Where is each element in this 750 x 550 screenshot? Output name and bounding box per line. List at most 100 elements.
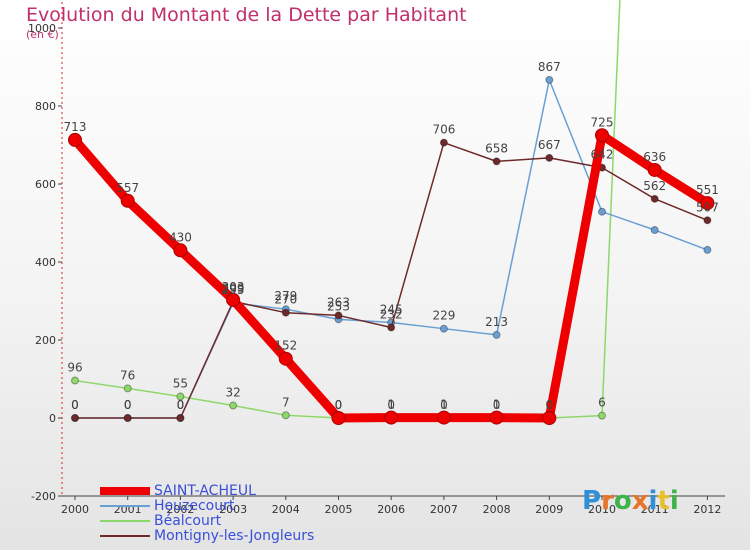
- series-line-2: [74, 0, 621, 419]
- data-label: 557: [116, 181, 139, 195]
- series-point: [650, 194, 659, 203]
- data-label: 229: [432, 309, 455, 323]
- x-tick-label: 2005: [325, 503, 353, 516]
- series-point: [176, 392, 185, 401]
- series-point: [436, 410, 451, 425]
- data-label: 713: [64, 120, 87, 134]
- y-tick-label: 800: [35, 100, 56, 113]
- legend-swatch: [100, 505, 150, 507]
- data-label: 706: [432, 123, 455, 137]
- data-label: 867: [538, 60, 561, 74]
- series-line-1: [74, 79, 709, 419]
- data-label: 303: [222, 280, 245, 294]
- data-label: 6: [598, 396, 606, 410]
- data-label: 0: [493, 398, 501, 412]
- x-tick-label: 2009: [535, 503, 563, 516]
- data-label: 725: [591, 115, 614, 129]
- chart-subtitle: (en €): [26, 28, 59, 41]
- y-tick-label: 0: [49, 412, 56, 425]
- x-tick-label: 2000: [61, 503, 89, 516]
- x-tick-label: 2002: [166, 503, 194, 516]
- data-label: 658: [485, 141, 508, 155]
- series-point: [703, 245, 712, 254]
- data-label: 0: [335, 398, 343, 412]
- data-label: 507: [696, 200, 719, 214]
- legend-label: Montigny-les-Jongleurs: [154, 528, 315, 544]
- series-point: [700, 196, 715, 211]
- data-label: 213: [485, 315, 508, 329]
- data-label: 0: [177, 398, 185, 412]
- series-point: [647, 162, 662, 177]
- series-point: [226, 292, 241, 307]
- series-point: [545, 75, 554, 84]
- data-label: 0: [387, 398, 395, 412]
- series-point: [492, 330, 501, 339]
- series-point: [489, 410, 504, 425]
- logo-letter: i: [669, 486, 679, 516]
- x-tick-label: 2007: [430, 503, 458, 516]
- logo-letter: t: [657, 486, 670, 516]
- series-point: [120, 193, 135, 208]
- data-label: 1: [387, 398, 395, 412]
- y-tick-label: 200: [35, 334, 56, 347]
- logo-letter: x: [631, 486, 649, 516]
- series-point: [384, 410, 399, 425]
- data-label: 0: [124, 398, 132, 412]
- data-label: 55: [173, 377, 188, 391]
- x-tick-label: 2012: [693, 503, 721, 516]
- series-point: [331, 411, 346, 425]
- data-label: 295: [222, 283, 245, 297]
- legend-swatch: [100, 535, 150, 537]
- data-label: 96: [67, 361, 82, 375]
- data-label: 0: [71, 398, 79, 412]
- data-label: 270: [274, 293, 297, 307]
- x-tick-label: 2006: [377, 503, 405, 516]
- series-point: [703, 216, 712, 225]
- data-label: 279: [274, 289, 297, 303]
- logo-letter: P: [582, 486, 602, 516]
- y-tick-label: 400: [35, 256, 56, 269]
- logo-letter: o: [613, 486, 632, 516]
- data-label: 1: [440, 398, 448, 412]
- data-label: 32: [225, 386, 240, 400]
- y-tick-label: 1000: [28, 22, 56, 35]
- legend-swatch: [100, 520, 150, 522]
- series-point: [545, 153, 554, 162]
- series-point: [439, 324, 448, 333]
- x-tick-label: 2004: [272, 503, 300, 516]
- data-label: 430: [169, 230, 192, 244]
- x-tick-label: 2011: [641, 503, 669, 516]
- data-label: 232: [380, 308, 403, 322]
- data-label: 263: [327, 295, 350, 309]
- data-label: 0: [335, 398, 343, 412]
- data-label: 667: [538, 138, 561, 152]
- data-label: 636: [643, 150, 666, 164]
- series-point: [598, 207, 606, 216]
- series-point: [71, 414, 79, 422]
- series-point: [281, 411, 290, 420]
- data-label: 76: [120, 368, 135, 382]
- series-point: [176, 414, 185, 422]
- data-label: 245: [380, 302, 403, 316]
- data-label: 0: [71, 398, 79, 412]
- data-label: 551: [696, 183, 719, 197]
- legend-label: SAINT-ACHEUL: [154, 483, 256, 499]
- data-label: 642: [591, 148, 614, 162]
- series-point: [439, 138, 448, 147]
- series-point: [387, 323, 396, 332]
- series-point: [598, 411, 606, 420]
- series-point: [68, 132, 82, 147]
- data-label: 0: [177, 398, 185, 412]
- x-tick-label: 2010: [588, 503, 616, 516]
- series-point: [334, 311, 343, 320]
- data-label: 0: [545, 398, 553, 412]
- series-point: [123, 384, 132, 393]
- data-label: 0: [545, 398, 553, 412]
- data-label: 0: [440, 398, 448, 412]
- series-point: [173, 243, 188, 258]
- series-point: [492, 157, 501, 166]
- data-label: 152: [274, 339, 297, 353]
- series-point: [542, 411, 557, 425]
- series-point: [71, 376, 79, 385]
